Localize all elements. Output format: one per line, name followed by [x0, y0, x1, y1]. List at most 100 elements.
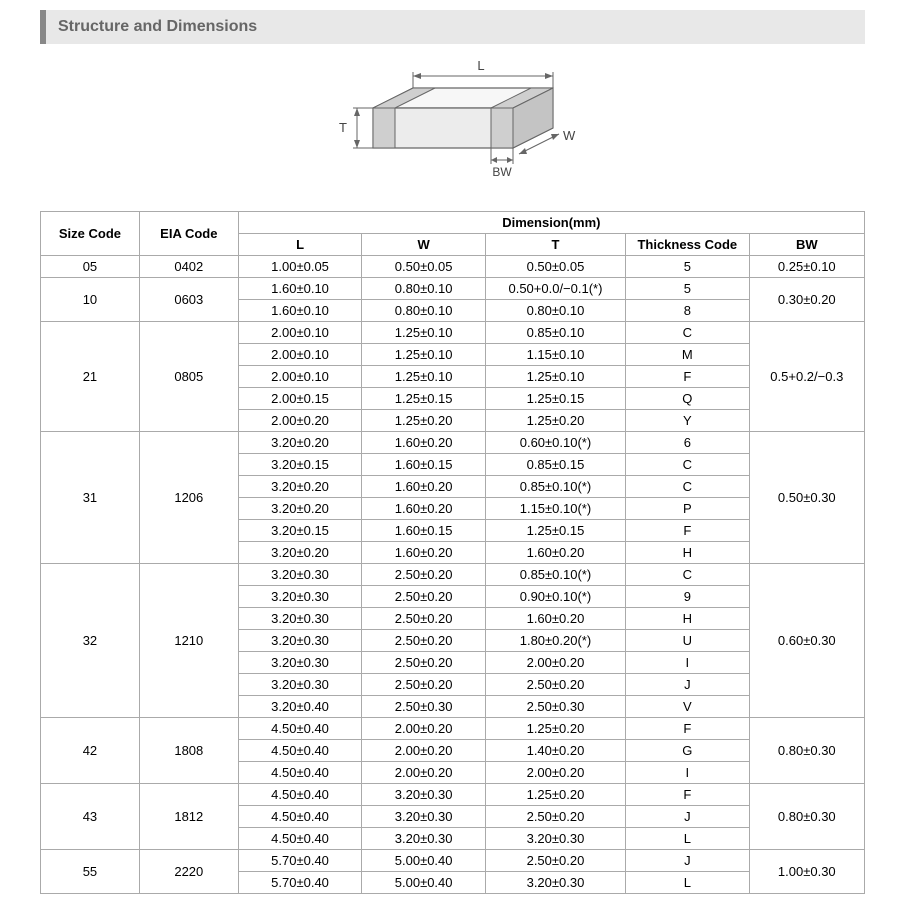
cell-TC: 5	[626, 256, 750, 278]
th-L: L	[238, 234, 362, 256]
cell-L: 3.20±0.15	[238, 454, 362, 476]
cell-bw: 0.5+0.2/−0.3	[749, 322, 864, 432]
diagram-label-W: W	[563, 128, 576, 143]
cell-L: 3.20±0.20	[238, 498, 362, 520]
cell-T: 2.50±0.20	[485, 674, 625, 696]
cell-W: 1.25±0.10	[362, 366, 486, 388]
cell-T: 0.85±0.10(*)	[485, 476, 625, 498]
th-BW: BW	[749, 234, 864, 256]
cell-TC: C	[626, 476, 750, 498]
cell-T: 2.50±0.20	[485, 806, 625, 828]
cell-TC: L	[626, 872, 750, 894]
cell-size-code: 21	[41, 322, 140, 432]
cell-L: 3.20±0.30	[238, 674, 362, 696]
cell-TC: V	[626, 696, 750, 718]
cell-TC: 9	[626, 586, 750, 608]
cell-TC: F	[626, 520, 750, 542]
cell-W: 1.60±0.20	[362, 542, 486, 564]
cell-L: 3.20±0.20	[238, 432, 362, 454]
cell-L: 3.20±0.30	[238, 652, 362, 674]
cell-L: 2.00±0.10	[238, 322, 362, 344]
cell-L: 3.20±0.20	[238, 476, 362, 498]
cell-L: 3.20±0.20	[238, 542, 362, 564]
cell-L: 3.20±0.15	[238, 520, 362, 542]
cell-size-code: 05	[41, 256, 140, 278]
cell-W: 2.50±0.20	[362, 630, 486, 652]
cell-TC: J	[626, 850, 750, 872]
th-size-code: Size Code	[41, 212, 140, 256]
cell-TC: F	[626, 784, 750, 806]
cell-TC: J	[626, 674, 750, 696]
cell-TC: 8	[626, 300, 750, 322]
cell-T: 1.25±0.10	[485, 366, 625, 388]
cell-TC: U	[626, 630, 750, 652]
cell-L: 5.70±0.40	[238, 872, 362, 894]
cell-TC: Y	[626, 410, 750, 432]
table-head: Size Code EIA Code Dimension(mm) L W T T…	[41, 212, 865, 256]
cell-bw: 0.50±0.30	[749, 432, 864, 564]
cell-size-code: 10	[41, 278, 140, 322]
cell-eia-code: 2220	[139, 850, 238, 894]
cell-T: 2.50±0.30	[485, 696, 625, 718]
cell-L: 2.00±0.20	[238, 410, 362, 432]
cell-T: 0.85±0.10	[485, 322, 625, 344]
cell-size-code: 32	[41, 564, 140, 718]
cell-T: 1.25±0.20	[485, 410, 625, 432]
cell-W: 1.25±0.20	[362, 410, 486, 432]
cell-L: 4.50±0.40	[238, 828, 362, 850]
cell-TC: J	[626, 806, 750, 828]
cell-eia-code: 1206	[139, 432, 238, 564]
cell-T: 3.20±0.30	[485, 828, 625, 850]
table-row: 1006031.60±0.100.80±0.100.50+0.0/−0.1(*)…	[41, 278, 865, 300]
table-row: 5522205.70±0.405.00±0.402.50±0.20J1.00±0…	[41, 850, 865, 872]
cell-TC: 5	[626, 278, 750, 300]
cell-T: 0.60±0.10(*)	[485, 432, 625, 454]
cell-eia-code: 0402	[139, 256, 238, 278]
chip-diagram-svg: L T W BW	[313, 48, 593, 198]
cell-W: 2.00±0.20	[362, 718, 486, 740]
th-thickness-code: Thickness Code	[626, 234, 750, 256]
cell-TC: F	[626, 366, 750, 388]
cell-W: 0.50±0.05	[362, 256, 486, 278]
cell-T: 1.25±0.15	[485, 520, 625, 542]
cell-eia-code: 1812	[139, 784, 238, 850]
cell-T: 0.80±0.10	[485, 300, 625, 322]
cell-size-code: 55	[41, 850, 140, 894]
section-title-bar: Structure and Dimensions	[40, 10, 865, 44]
cell-W: 3.20±0.30	[362, 806, 486, 828]
cell-W: 3.20±0.30	[362, 828, 486, 850]
cell-W: 1.60±0.15	[362, 520, 486, 542]
cell-T: 3.20±0.30	[485, 872, 625, 894]
table-body: 0504021.00±0.050.50±0.050.50±0.0550.25±0…	[41, 256, 865, 894]
cell-L: 1.00±0.05	[238, 256, 362, 278]
cell-TC: Q	[626, 388, 750, 410]
cell-T: 0.90±0.10(*)	[485, 586, 625, 608]
cell-bw: 0.25±0.10	[749, 256, 864, 278]
cell-TC: H	[626, 608, 750, 630]
cell-T: 1.25±0.20	[485, 784, 625, 806]
cell-L: 2.00±0.15	[238, 388, 362, 410]
cell-size-code: 31	[41, 432, 140, 564]
cell-L: 4.50±0.40	[238, 740, 362, 762]
cell-bw: 1.00±0.30	[749, 850, 864, 894]
cell-W: 2.50±0.20	[362, 564, 486, 586]
cell-T: 1.80±0.20(*)	[485, 630, 625, 652]
section-title: Structure and Dimensions	[58, 18, 257, 35]
th-eia-code: EIA Code	[139, 212, 238, 256]
cell-W: 1.25±0.10	[362, 322, 486, 344]
cell-T: 1.60±0.20	[485, 542, 625, 564]
cell-TC: 6	[626, 432, 750, 454]
cell-L: 3.20±0.30	[238, 608, 362, 630]
cell-L: 4.50±0.40	[238, 718, 362, 740]
cell-bw: 0.80±0.30	[749, 718, 864, 784]
dimension-table: Size Code EIA Code Dimension(mm) L W T T…	[40, 211, 865, 894]
cell-T: 2.50±0.20	[485, 850, 625, 872]
cell-L: 3.20±0.40	[238, 696, 362, 718]
cell-L: 5.70±0.40	[238, 850, 362, 872]
table-row: 4218084.50±0.402.00±0.201.25±0.20F0.80±0…	[41, 718, 865, 740]
dimension-diagram: L T W BW	[0, 44, 905, 211]
diagram-label-L: L	[477, 58, 484, 73]
cell-bw: 0.60±0.30	[749, 564, 864, 718]
dimension-table-wrap: Size Code EIA Code Dimension(mm) L W T T…	[0, 211, 905, 914]
cell-W: 2.50±0.20	[362, 674, 486, 696]
